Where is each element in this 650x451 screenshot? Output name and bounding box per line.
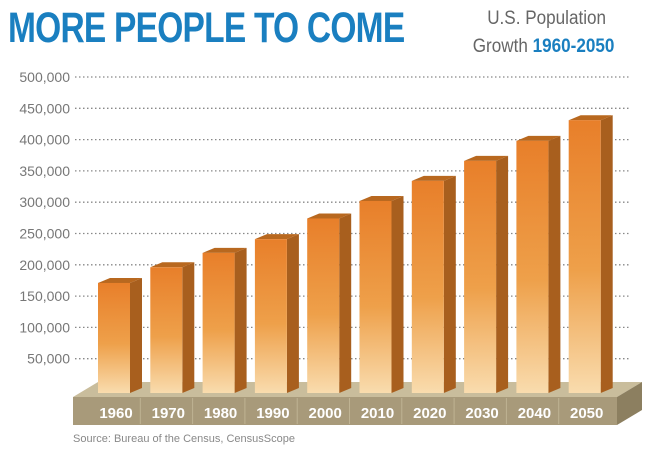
- y-tick-label: 300,000: [19, 194, 70, 210]
- bar-2040: [516, 140, 549, 393]
- bar-side: [130, 277, 142, 393]
- x-tick-label: 1990: [256, 405, 289, 422]
- x-tick-label: 1980: [204, 405, 237, 422]
- y-tick-label: 150,000: [19, 288, 70, 304]
- bar-top: [254, 234, 299, 240]
- bar-top: [359, 195, 404, 201]
- x-tick-label: 2000: [309, 405, 342, 422]
- base-front: [73, 397, 617, 425]
- y-tick-label: 50,000: [27, 351, 70, 367]
- bar-side: [182, 262, 195, 393]
- bar-side: [234, 247, 247, 393]
- bar-top: [516, 135, 561, 141]
- chart-subtitle-line1: U.S. Population: [487, 8, 606, 29]
- bar-top: [98, 277, 142, 283]
- bar-side: [496, 155, 509, 393]
- x-tick-label: 1960: [99, 405, 132, 422]
- bar-2010: [359, 200, 392, 393]
- base-side: [617, 382, 642, 425]
- bar-side: [286, 234, 299, 393]
- bar-side: [548, 135, 561, 394]
- bar-top: [411, 175, 456, 181]
- bar-top: [202, 247, 247, 253]
- x-tick-label: 2020: [413, 405, 446, 422]
- bar-side: [339, 213, 352, 393]
- chart-subtitle-line2: Growth 1960-2050: [472, 36, 614, 58]
- bar-2000: [307, 218, 340, 393]
- bar-side: [443, 175, 456, 393]
- y-tick-label: 350,000: [19, 163, 70, 179]
- y-tick-label: 250,000: [19, 226, 70, 242]
- bar-side: [600, 115, 613, 393]
- subtitle-prefix: Growth: [472, 36, 528, 57]
- bar-1990: [254, 239, 287, 393]
- bar-2050: [568, 120, 601, 393]
- bar-2030: [464, 160, 497, 393]
- x-tick-label: 2010: [361, 405, 394, 422]
- chart-title: MORE PEOPLE TO COME: [8, 4, 405, 52]
- x-tick-label: 2050: [570, 405, 603, 422]
- bar-1970: [150, 267, 183, 393]
- bar-2020: [411, 180, 444, 393]
- y-tick-label: 400,000: [19, 132, 70, 148]
- bar-side: [391, 195, 404, 393]
- y-tick-label: 200,000: [19, 257, 70, 273]
- y-tick-label: 500,000: [19, 69, 70, 85]
- bar-1960: [98, 282, 130, 393]
- source-note: Source: Bureau of the Census, CensusScop…: [73, 433, 295, 445]
- x-tick-label: 1970: [152, 405, 185, 422]
- bar-top: [307, 213, 352, 219]
- bar-1980: [202, 252, 235, 393]
- bar-top: [568, 115, 613, 121]
- y-tick-label: 100,000: [19, 319, 70, 335]
- x-tick-label: 2040: [518, 405, 551, 422]
- y-tick-label: 450,000: [19, 100, 70, 116]
- bar-top: [150, 262, 195, 268]
- x-tick-label: 2030: [465, 405, 498, 422]
- bar-top: [464, 155, 509, 161]
- subtitle-range: 1960-2050: [532, 36, 614, 57]
